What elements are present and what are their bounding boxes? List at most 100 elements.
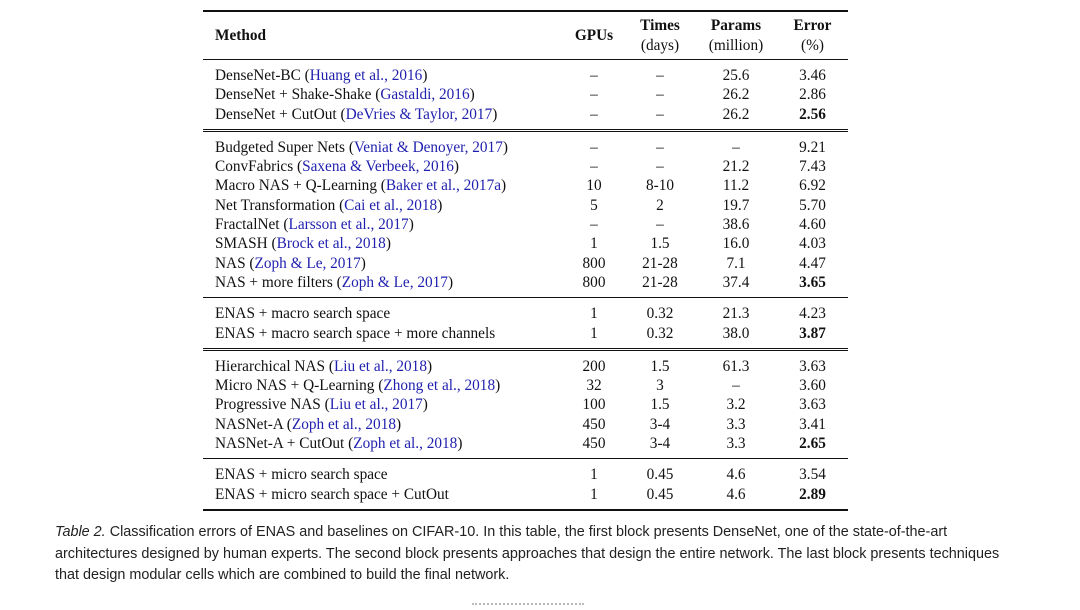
- error-cell: 4.23: [777, 297, 848, 324]
- error-cell: 3.60: [799, 377, 826, 395]
- header-times-unit: (days): [640, 36, 680, 54]
- method-name: Macro NAS + Q-Learning: [215, 177, 377, 195]
- times-cell: 0.45: [625, 458, 695, 485]
- times-cell: 2: [656, 196, 664, 214]
- gpus-cell: –: [590, 158, 598, 176]
- method-cell: ENAS + micro search space + CutOut: [203, 484, 563, 511]
- times-cell: 3-4: [649, 415, 671, 433]
- gpus-cell: –: [563, 128, 625, 158]
- method-name: DenseNet + CutOut: [215, 105, 337, 123]
- params-cell: 3.3: [726, 435, 746, 453]
- method-name: NASNet-A + CutOut: [215, 435, 345, 453]
- params-cell: 16.0: [722, 235, 750, 253]
- method-name: Progressive NAS: [215, 396, 321, 414]
- params-cell: 4.6: [695, 484, 777, 511]
- error-cell: 3.65: [799, 273, 826, 291]
- page-footer-mark: [472, 603, 584, 610]
- table-row: DenseNet + Shake-Shake (Gastaldi, 2016) –…: [203, 85, 848, 104]
- error-cell: 3.46: [799, 67, 826, 84]
- error-cell: 3.87: [799, 324, 826, 342]
- error-cell: 7.43: [799, 158, 826, 176]
- gpus-cell: 32: [586, 377, 602, 395]
- table-row: Progressive NAS (Liu et al., 2017) 100 1.5…: [203, 395, 848, 414]
- gpus-cell: 200: [563, 347, 625, 377]
- table-row: NAS (Zoph & Le, 2017) 800 21-28 7.1 4.47: [203, 254, 848, 273]
- params-cell: –: [732, 377, 740, 395]
- gpus-cell: 1: [563, 297, 625, 324]
- method-cell: Progressive NAS (Liu et al., 2017): [215, 396, 428, 414]
- table-row: Budgeted Super Nets (Veniat & Denoyer, 2…: [203, 128, 848, 158]
- header-error: Error (%): [777, 10, 848, 60]
- gpus-cell: 1: [563, 458, 625, 485]
- method-cell: ConvFabrics (Saxena & Verbeek, 2016): [215, 158, 460, 176]
- error-cell: 3.63: [799, 396, 826, 414]
- citation-link: Zhong et al., 2018: [383, 377, 496, 395]
- params-cell: 4.6: [695, 458, 777, 485]
- gpus-cell: 10: [586, 177, 602, 195]
- gpus-cell: 800: [582, 273, 606, 291]
- params-cell: 21.3: [695, 297, 777, 324]
- error-cell: 2.65: [799, 435, 826, 453]
- citation-link: Zoph & Le, 2017: [341, 273, 448, 291]
- method-cell: ENAS + micro search space: [203, 458, 563, 485]
- params-cell: 11.2: [722, 177, 750, 195]
- error-cell: 2.56: [799, 105, 826, 123]
- table-row: DenseNet + CutOut (DeVries & Taylor, 201…: [203, 105, 848, 131]
- params-cell: 25.6: [722, 67, 750, 84]
- method-name: Net Transformation: [215, 196, 336, 214]
- method-cell: NASNet-A + CutOut (Zoph et al., 2018): [215, 435, 463, 453]
- method-cell: NAS + more filters (Zoph & Le, 2017): [215, 273, 454, 291]
- table-row: Hierarchical NAS (Liu et al., 2018) 200 1.…: [203, 347, 848, 377]
- citation-link: Veniat & Denoyer, 2017: [353, 138, 503, 156]
- method-name: SMASH: [215, 235, 268, 253]
- times-cell: –: [656, 67, 664, 84]
- header-params-unit: (million): [708, 36, 764, 54]
- error-cell: 3.54: [777, 458, 848, 485]
- error-cell: 3.41: [799, 415, 826, 433]
- caption-label: Table 2.: [55, 524, 106, 540]
- header-params: Params (million): [695, 10, 777, 60]
- method-cell: Hierarchical NAS (Liu et al., 2018): [203, 347, 563, 377]
- header-gpus: GPUs: [563, 10, 625, 60]
- method-cell: SMASH (Brock et al., 2018): [215, 235, 391, 253]
- times-cell: 0.32: [646, 324, 674, 342]
- table-row: Net Transformation (Cai et al., 2018) 5 2 1…: [203, 196, 848, 215]
- method-cell: DenseNet + CutOut (DeVries & Taylor, 201…: [215, 105, 498, 123]
- method-cell: NAS (Zoph & Le, 2017): [215, 254, 366, 272]
- table-row: NAS + more filters (Zoph & Le, 2017) 800 2…: [203, 273, 848, 298]
- citation-link: Zoph et al., 2018: [353, 435, 458, 453]
- gpus-cell: 450: [582, 435, 606, 453]
- table-caption: Table 2. Classification errors of ENAS a…: [55, 522, 1015, 587]
- citation-link: Larsson et al., 2017: [288, 216, 409, 234]
- table-row: ENAS + micro search space 1 0.45 4.6 3.54: [203, 458, 848, 485]
- header-times: Times (days): [625, 10, 695, 60]
- method-cell: Net Transformation (Cai et al., 2018): [215, 196, 443, 214]
- gpus-cell: –: [590, 67, 598, 84]
- gpus-cell: –: [590, 105, 598, 123]
- table-header-row: Method GPUs Times (days) Params (million…: [203, 10, 848, 60]
- method-name: Budgeted Super Nets: [215, 138, 346, 156]
- gpus-cell: 450: [582, 415, 606, 433]
- results-table: Method GPUs Times (days) Params (million…: [203, 10, 848, 511]
- table-row: ENAS + macro search space 1 0.32 21.3 4.23: [203, 297, 848, 324]
- caption-text: Classification errors of ENAS and baseli…: [55, 524, 1000, 583]
- method-name: FractalNet: [215, 216, 280, 234]
- times-cell: 3-4: [649, 435, 671, 453]
- header-times-label: Times: [640, 17, 680, 34]
- params-cell: 38.0: [722, 324, 750, 342]
- times-cell: 21-28: [642, 254, 678, 272]
- citation-link: Gastaldi, 2016: [380, 86, 470, 104]
- method-cell: ENAS + macro search space: [203, 297, 563, 324]
- times-cell: 1.5: [625, 347, 695, 377]
- gpus-cell: –: [590, 86, 598, 104]
- gpus-cell: 1: [563, 484, 625, 511]
- times-cell: –: [625, 128, 695, 158]
- method-name: ConvFabrics: [215, 158, 294, 176]
- citation-link: Liu et al., 2017: [329, 396, 423, 414]
- error-cell: 6.92: [799, 177, 826, 195]
- table-row: FractalNet (Larsson et al., 2017) – – 38.6 4…: [203, 215, 848, 234]
- error-cell: 4.60: [799, 216, 826, 234]
- citation-link: Zoph & Le, 2017: [254, 254, 361, 272]
- error-cell: 5.70: [799, 196, 826, 214]
- times-cell: –: [656, 216, 664, 234]
